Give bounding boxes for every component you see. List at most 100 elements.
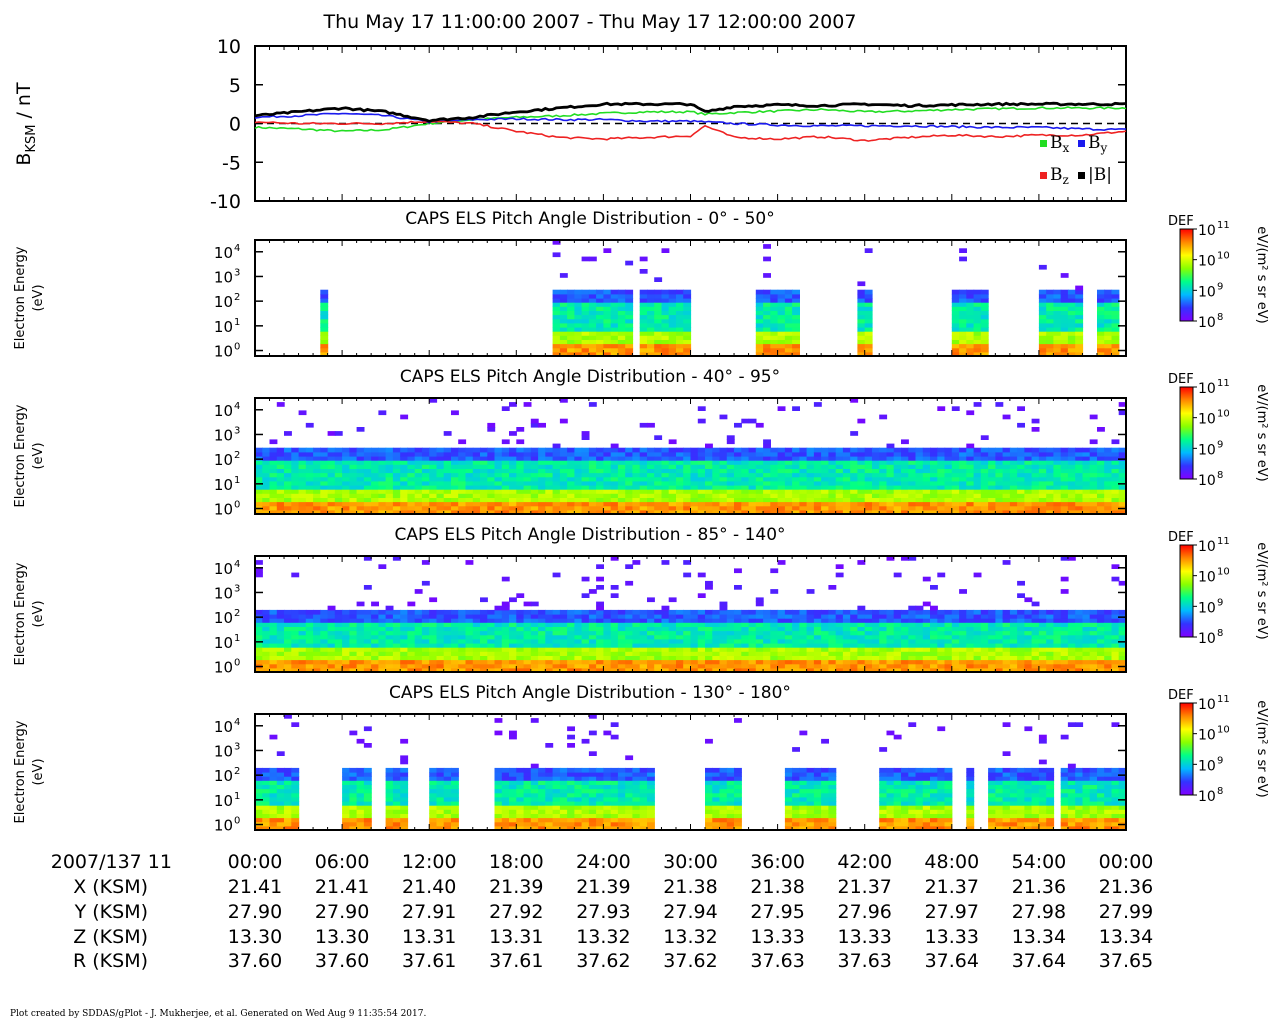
- spectrogram-cell: [974, 464, 982, 469]
- spectrogram-cell: [1046, 448, 1054, 453]
- spectrogram-cell: [1053, 497, 1061, 502]
- spectrogram-cell: [1090, 439, 1098, 444]
- spectrogram-cell: [720, 473, 728, 478]
- spectrogram-cell: [1032, 610, 1040, 615]
- spectrogram-cell: [1053, 643, 1061, 648]
- spectrogram-cell: [466, 456, 474, 461]
- spectrogram-cell: [538, 635, 546, 640]
- spectrogram-cell: [1075, 344, 1083, 349]
- spectrogram-cell: [1112, 339, 1120, 344]
- spectrogram-cell: [749, 448, 757, 453]
- spectrogram-cell: [799, 473, 807, 478]
- spectrogram-cell: [545, 497, 553, 502]
- spectrogram-cell: [1075, 310, 1083, 315]
- spectrogram-cell: [995, 485, 1003, 490]
- spectrogram-cell: [1075, 456, 1083, 461]
- spectrogram-cell: [952, 290, 960, 295]
- spectrogram-cell: [712, 631, 720, 636]
- spectrogram-cell: [1039, 497, 1047, 502]
- spectrogram-cell: [821, 626, 829, 631]
- spectrogram-cell: [734, 568, 742, 573]
- spectrogram-cell: [582, 344, 590, 349]
- spectrogram-cell: [930, 473, 938, 478]
- spectrogram-cell: [574, 502, 582, 507]
- spectrogram-cell: [778, 622, 786, 627]
- spectrogram-cell: [611, 302, 619, 307]
- spectrogram-cell: [342, 622, 350, 627]
- spectrogram-cell: [865, 315, 873, 320]
- spectrogram-cell: [821, 460, 829, 465]
- spectrogram-cell: [1097, 481, 1105, 486]
- spectrogram-cell: [1112, 477, 1120, 482]
- spectrogram-cell: [335, 635, 343, 640]
- spectrogram-cell: [662, 339, 670, 344]
- spectrogram-cell: [429, 614, 437, 619]
- spectrogram-cell: [901, 660, 909, 665]
- spectrogram-cell: [393, 506, 401, 511]
- spectrogram-cell: [342, 464, 350, 469]
- spectrogram-cell: [357, 660, 365, 665]
- spectrogram-cell: [545, 485, 553, 490]
- spectrogram-cell: [1090, 493, 1098, 498]
- spectrogram-cell: [386, 660, 394, 665]
- spectrogram-cell: [277, 402, 285, 407]
- spectrogram-cell: [487, 631, 495, 636]
- spectrogram-cell: [603, 610, 611, 615]
- spectrogram-cell: [995, 477, 1003, 482]
- spectrogram-cell: [923, 460, 931, 465]
- spectrogram-cell: [582, 319, 590, 324]
- spectrogram-cell: [313, 610, 321, 615]
- spectrogram-cell: [807, 639, 815, 644]
- spectrogram-cell: [618, 327, 626, 332]
- spectrogram-cell: [698, 406, 706, 411]
- spectrogram-cell: [807, 664, 815, 669]
- spectrogram-cell: [357, 477, 365, 482]
- spectrogram-cell: [502, 473, 510, 478]
- spectrogram-cell: [466, 614, 474, 619]
- spectrogram-cell: [647, 302, 655, 307]
- spectrogram-cell: [1046, 460, 1054, 465]
- spectrogram-cell: [974, 402, 982, 407]
- spectrogram-cell: [669, 631, 677, 636]
- spectrogram-cell: [662, 477, 670, 482]
- spectrogram-cell: [712, 464, 720, 469]
- spectrogram-cell: [691, 493, 699, 498]
- spectrogram-cell: [574, 323, 582, 328]
- spectrogram-cell: [756, 302, 764, 307]
- spectrogram-cell: [654, 339, 662, 344]
- spectrogram-cell: [306, 481, 314, 486]
- spectrogram-cell: [1003, 473, 1011, 478]
- spectrogram-cell: [727, 468, 735, 473]
- spectrogram-cell: [974, 660, 982, 665]
- spectrogram-cell: [386, 655, 394, 660]
- spectrogram-cell: [792, 448, 800, 453]
- spectrogram-cell: [487, 493, 495, 498]
- spectrogram-cell: [669, 464, 677, 469]
- spectrogram-cell: [596, 315, 604, 320]
- spectrogram-cell: [865, 456, 873, 461]
- spectrogram-cell: [364, 631, 372, 636]
- spectrogram-cell: [669, 452, 677, 457]
- spectrogram-cell: [451, 622, 459, 627]
- spectrogram-cell: [357, 651, 365, 656]
- spectrogram-cell: [995, 622, 1003, 627]
- spectrogram-cell: [335, 660, 343, 665]
- spectrogram-cell: [473, 489, 481, 494]
- spectrogram-cell: [596, 626, 604, 631]
- spectrogram-cell: [850, 464, 858, 469]
- spectrogram-cell: [727, 639, 735, 644]
- spectrogram-cell: [887, 493, 895, 498]
- spectrogram-cell: [988, 639, 996, 644]
- spectrogram-cell: [966, 444, 974, 449]
- spectrogram-cell: [1083, 643, 1091, 648]
- spectrogram-cell: [952, 464, 960, 469]
- spectrogram-cell: [952, 651, 960, 656]
- spectrogram-cell: [1068, 460, 1076, 465]
- spectrogram-cell: [487, 647, 495, 652]
- spectrogram-cell: [422, 493, 430, 498]
- spectrogram-ytick-exponent: 3: [234, 425, 240, 436]
- spectrogram-cell: [560, 477, 568, 482]
- spectrogram-cell: [683, 335, 691, 340]
- spectrogram-ytick-exponent: 4: [234, 243, 240, 254]
- spectrogram-cell: [284, 456, 292, 461]
